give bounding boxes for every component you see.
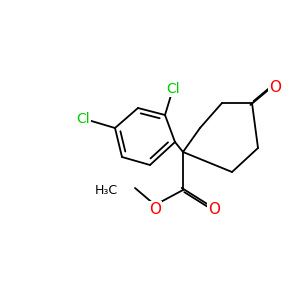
- Text: O: O: [208, 202, 220, 217]
- Text: O: O: [269, 80, 281, 94]
- Text: Cl: Cl: [166, 82, 180, 96]
- Text: O: O: [149, 202, 161, 217]
- Text: Cl: Cl: [76, 112, 90, 126]
- Text: H₃C: H₃C: [95, 184, 118, 196]
